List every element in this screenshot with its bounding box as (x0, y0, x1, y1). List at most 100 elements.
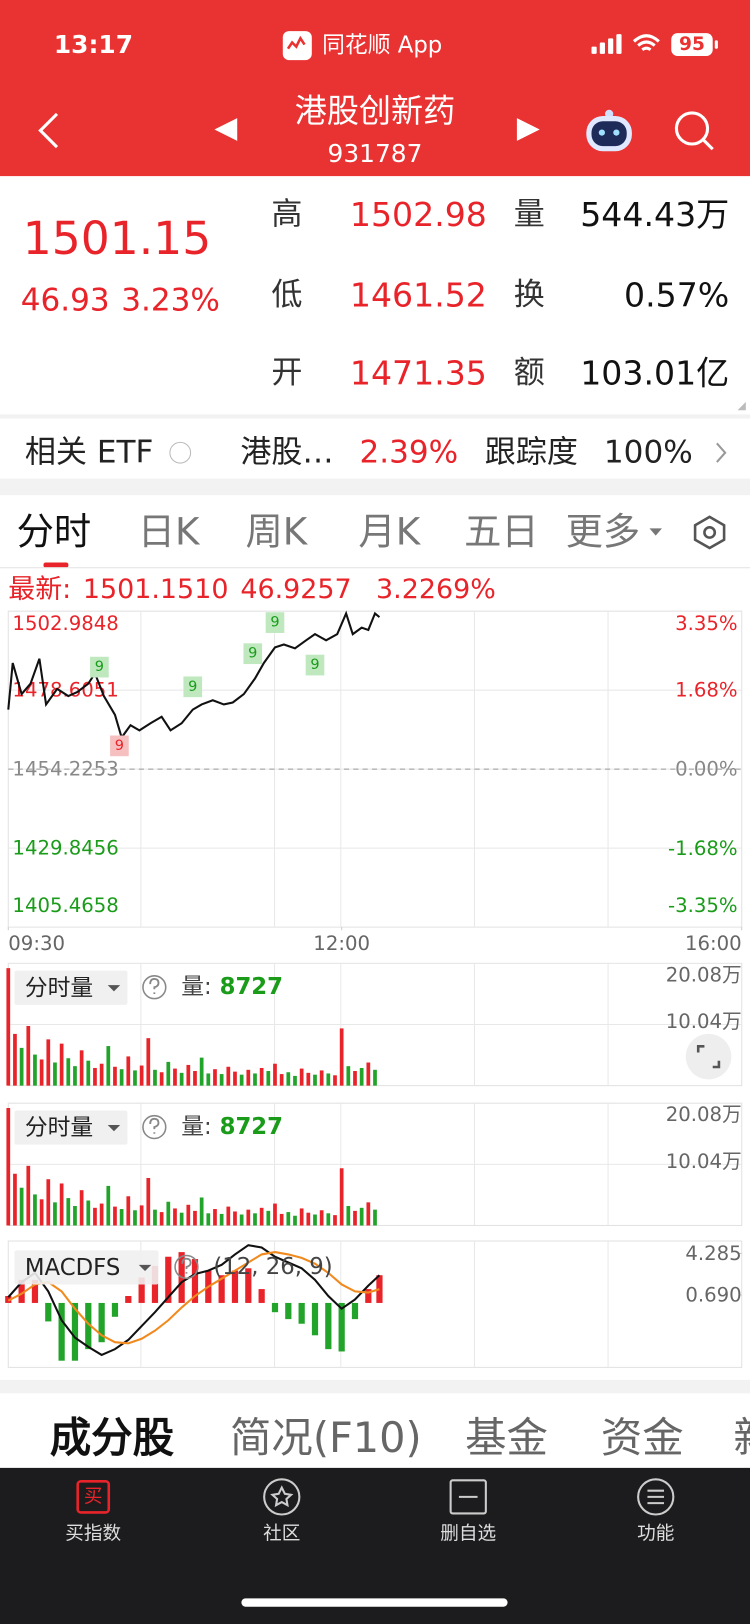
macd-bar (138, 1277, 145, 1303)
chart-tab[interactable]: 更多 (566, 509, 641, 553)
macd-bar (258, 1289, 265, 1303)
td-marker-label: 9 (270, 615, 279, 631)
panel-frame (7, 1240, 743, 1368)
macd-bar (165, 1256, 172, 1303)
indicator-params: (12, 26, 9) (213, 1254, 332, 1280)
td-marker (90, 656, 109, 678)
section-tab[interactable]: 新 (733, 1414, 750, 1462)
volume-value: 8727 (220, 974, 283, 1000)
td-marker-label: 9 (115, 738, 124, 754)
nav-label[interactable]: 删自选 (440, 1524, 496, 1545)
volume-bar (239, 1214, 244, 1226)
expand-button[interactable] (685, 1033, 732, 1080)
macd-bar (58, 1302, 65, 1361)
assistant-button[interactable] (586, 109, 632, 152)
app-icon-glyph (286, 35, 306, 50)
y-tick-label: 1478.6051 (12, 679, 118, 702)
nav-label[interactable]: 功能 (637, 1524, 674, 1545)
macd-bar (325, 1302, 332, 1350)
help-icon[interactable] (169, 441, 192, 464)
volume-bar (66, 1198, 71, 1226)
stat-value: 1502.98 (350, 195, 487, 234)
volume-bar (279, 1074, 284, 1086)
nav-icon-community[interactable] (263, 1478, 301, 1516)
indicator-selector[interactable] (14, 1250, 159, 1285)
volume-bar (246, 1069, 251, 1086)
macd-bar (98, 1302, 105, 1343)
stat-value: 103.01亿 (580, 353, 729, 392)
indicator-selector[interactable] (14, 1110, 128, 1145)
section-tab[interactable]: 基金 (465, 1414, 548, 1462)
volume-bar (33, 1194, 37, 1226)
volume-bar (159, 1212, 164, 1226)
section-tab[interactable]: 成分股 (50, 1414, 175, 1462)
help-icon[interactable] (142, 1114, 167, 1140)
indicator-selector[interactable] (14, 970, 128, 1005)
volume-bar (333, 1075, 337, 1086)
y-tick-label: 1429.8456 (12, 837, 118, 860)
volume-bar (66, 1058, 71, 1086)
volume-bar (119, 1209, 124, 1226)
volume-bar (39, 1199, 44, 1226)
y2-tick-label: -3.35% (668, 894, 738, 917)
volume-bar (253, 1213, 257, 1226)
nav-label[interactable]: 社区 (263, 1524, 300, 1545)
volume-bar (339, 1028, 344, 1086)
volume-bar (53, 1062, 57, 1086)
macd-bar (365, 1289, 372, 1303)
x-tick-label: 12:00 (313, 932, 370, 955)
volume-bar (26, 1025, 31, 1086)
back-button[interactable] (38, 112, 59, 149)
macd-bar (338, 1302, 345, 1352)
volume-bar (219, 1074, 224, 1086)
volume-bar (13, 1173, 17, 1226)
chart-tab[interactable]: 分时 (17, 509, 92, 553)
status-time: 13:17 (54, 30, 133, 59)
volume-bar (319, 1070, 324, 1086)
macd-bar (125, 1296, 132, 1303)
volume-bar (153, 1069, 157, 1086)
section-tab[interactable]: 资金 (601, 1414, 684, 1462)
chart-tab[interactable]: 五日 (464, 509, 539, 553)
volume-bar (99, 1203, 104, 1226)
volume-bar (326, 1213, 331, 1226)
volume-label: 量: (181, 974, 211, 1000)
nav-label[interactable]: 买指数 (65, 1524, 121, 1545)
help-icon[interactable] (142, 975, 167, 1000)
etf-chevron[interactable] (716, 442, 727, 463)
macd-line (7, 1251, 380, 1345)
search-button[interactable] (674, 111, 714, 151)
nav-icon-remove[interactable] (449, 1479, 487, 1515)
prev-button[interactable] (214, 118, 238, 141)
volume-bar (186, 1064, 191, 1086)
section-tab[interactable]: 简况(F10) (230, 1414, 422, 1462)
nav-icon-menu[interactable] (637, 1478, 675, 1516)
volume-bar (259, 1067, 264, 1086)
volume-bar (93, 1067, 97, 1086)
y-tick-label: 0.690 (685, 1283, 741, 1306)
next-button[interactable] (516, 118, 540, 141)
chart-tab[interactable]: 月K (358, 509, 421, 553)
volume-bar (346, 1066, 351, 1086)
volume-bar (366, 1062, 371, 1086)
volume-bar (279, 1213, 284, 1226)
chart-tab[interactable]: 日K (138, 509, 201, 553)
help-icon[interactable] (174, 1254, 199, 1280)
stat-value: 0.57% (624, 276, 729, 315)
corner-mark (737, 401, 746, 411)
etf-name[interactable]: 港股… (240, 435, 333, 471)
volume-bar (226, 1206, 231, 1226)
nav-icon-buy[interactable] (76, 1480, 111, 1514)
x-tick-label: 09:30 (8, 932, 65, 955)
x-tick-label: 16:00 (685, 932, 742, 955)
price-line (7, 610, 381, 740)
header-title: 港股创新药 (295, 92, 456, 130)
volume-bar (53, 1202, 57, 1226)
settings-button[interactable] (693, 515, 726, 550)
divider (0, 1379, 750, 1394)
chart-tab[interactable]: 周K (246, 509, 309, 553)
quote-change: 46.93 (21, 282, 110, 318)
volume-bar (359, 1067, 364, 1086)
battery-tip (714, 40, 718, 49)
volume-bar (273, 1063, 277, 1086)
